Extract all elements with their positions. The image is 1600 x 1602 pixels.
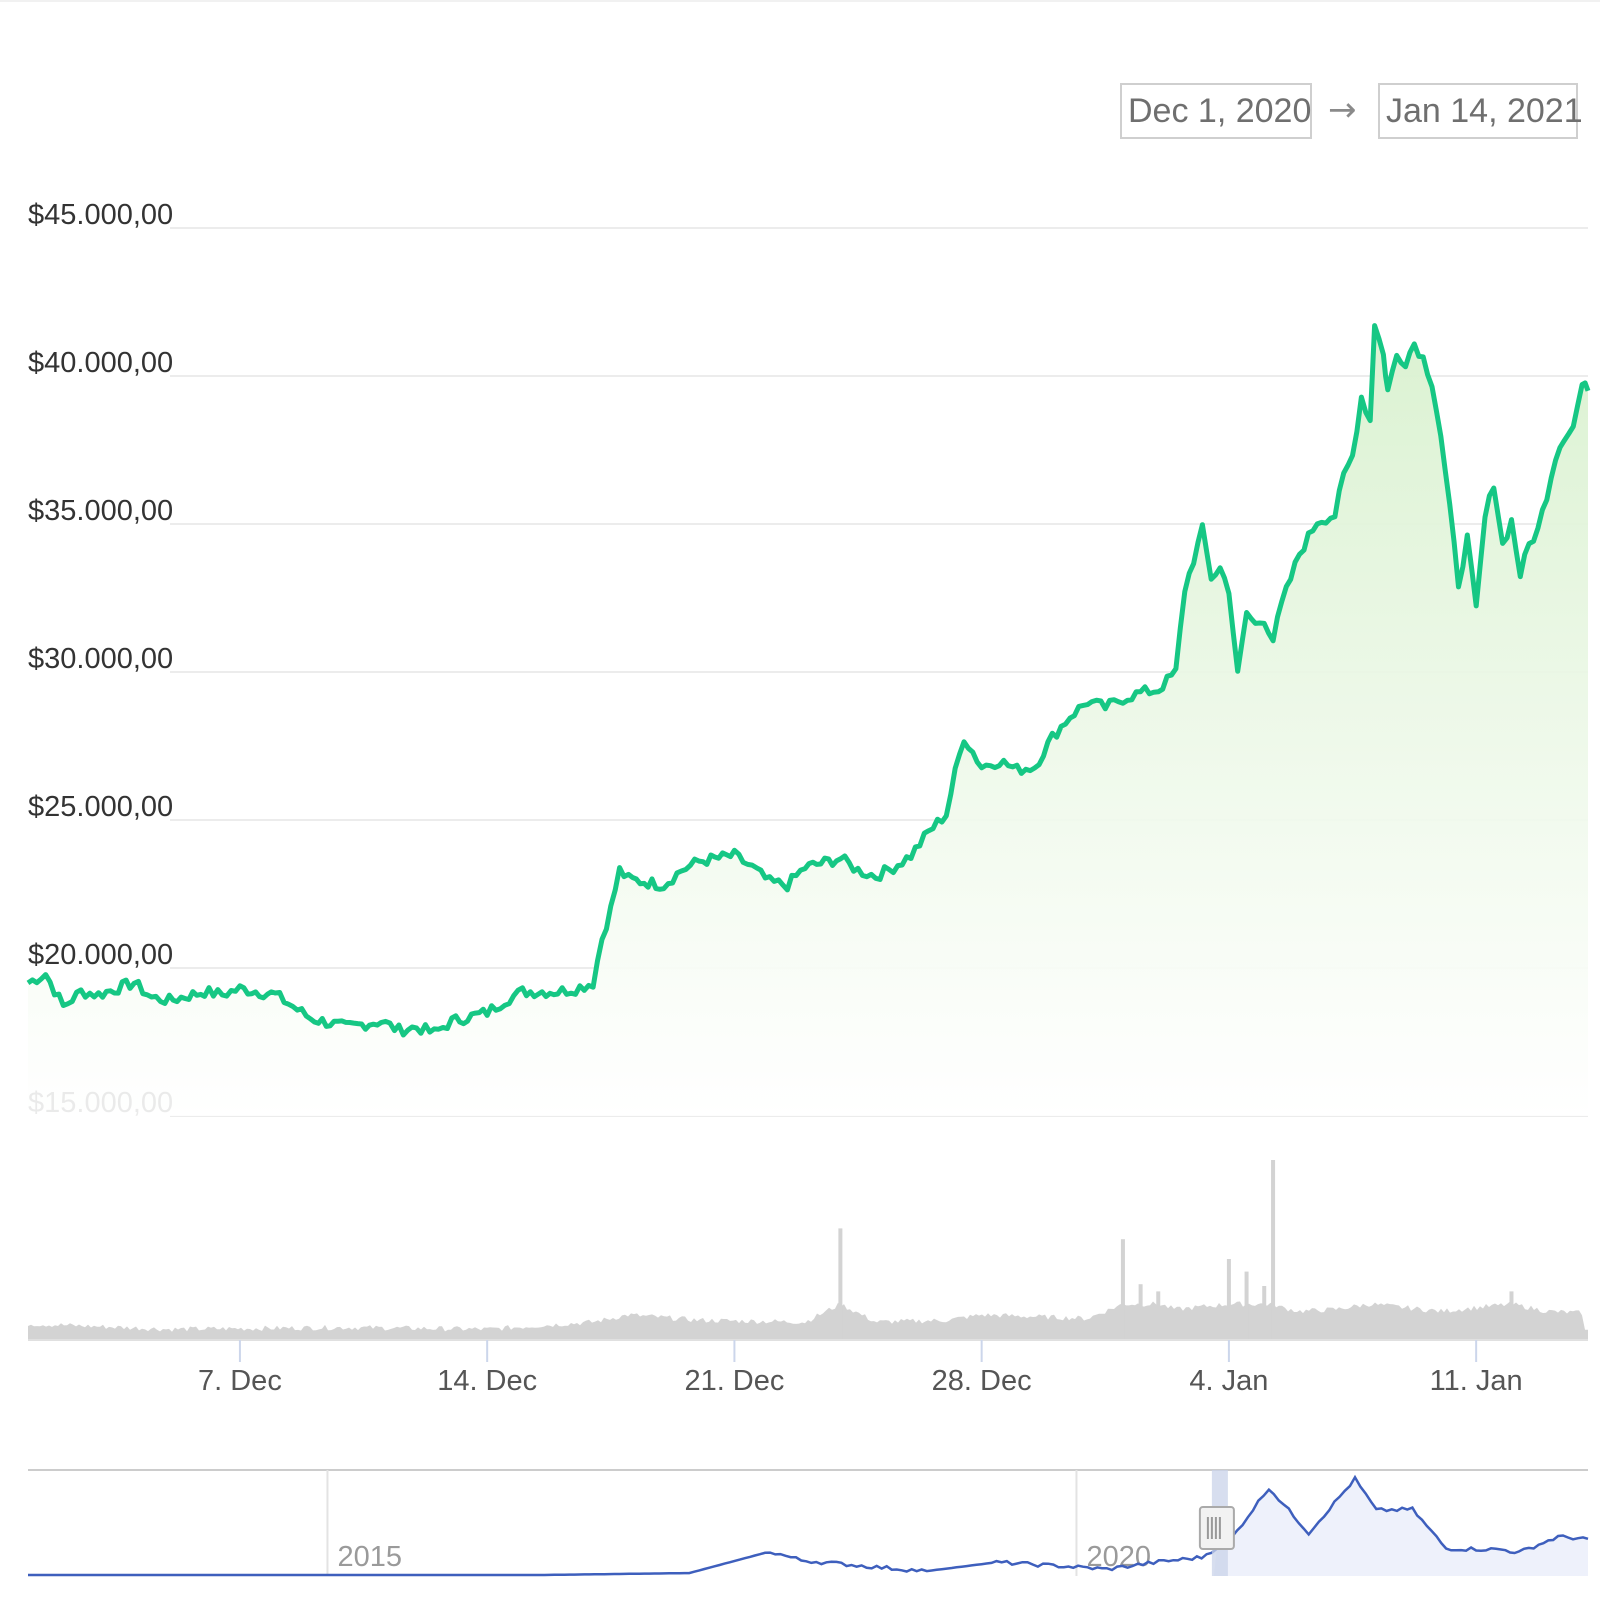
volume-bar (1244, 1271, 1249, 1340)
date-range-end-input[interactable]: Jan 14, 2021 (1378, 83, 1583, 139)
date-range-arrow-icon: → (1328, 90, 1357, 130)
navigator-tick-label: 2015 (337, 1541, 402, 1573)
volume-bar (1509, 1291, 1514, 1340)
x-tick-label: 4. Jan (1189, 1365, 1268, 1397)
volume-bar (1120, 1239, 1125, 1340)
price-area-layer (26, 323, 1591, 1117)
volume-bar (1262, 1286, 1267, 1340)
volume-bar (1226, 1259, 1231, 1340)
navigator-series-line (28, 1474, 1589, 1577)
x-tick-label: 11. Jan (1430, 1365, 1523, 1397)
x-tick-label: 7. Dec (198, 1365, 282, 1397)
volume-bar (838, 1228, 843, 1340)
price-line[interactable] (26, 323, 1591, 1038)
volume-bars (28, 1160, 1588, 1340)
volume-area (28, 1301, 1588, 1340)
volume-bar (1271, 1160, 1276, 1340)
volume-bar (1138, 1284, 1143, 1340)
y-tick-label: $30.000,00 (28, 643, 173, 675)
x-axis: 7. Dec 14. Dec 21. Dec 28. Dec 4. Jan 11. Jan (28, 1339, 1588, 1397)
date-range-start-input[interactable]: Dec 1, 2020 (1120, 83, 1312, 139)
y-tick-label: $25.000,00 (28, 791, 173, 823)
y-tick-label: $20.000,00 (28, 939, 173, 971)
navigator[interactable]: 2015 2020 (28, 1469, 1589, 1577)
volume-bar (1156, 1291, 1161, 1340)
x-tick-label: 28. Dec (932, 1365, 1032, 1397)
navigator-fill (1213, 1477, 1588, 1576)
price-area (28, 325, 1588, 1117)
y-tick-label: $35.000,00 (28, 495, 173, 527)
y-tick-label: $40.000,00 (28, 347, 173, 379)
x-tick-label: 21. Dec (684, 1365, 784, 1397)
x-tick-label: 14. Dec (437, 1365, 537, 1397)
y-tick-label: $45.000,00 (28, 199, 173, 231)
